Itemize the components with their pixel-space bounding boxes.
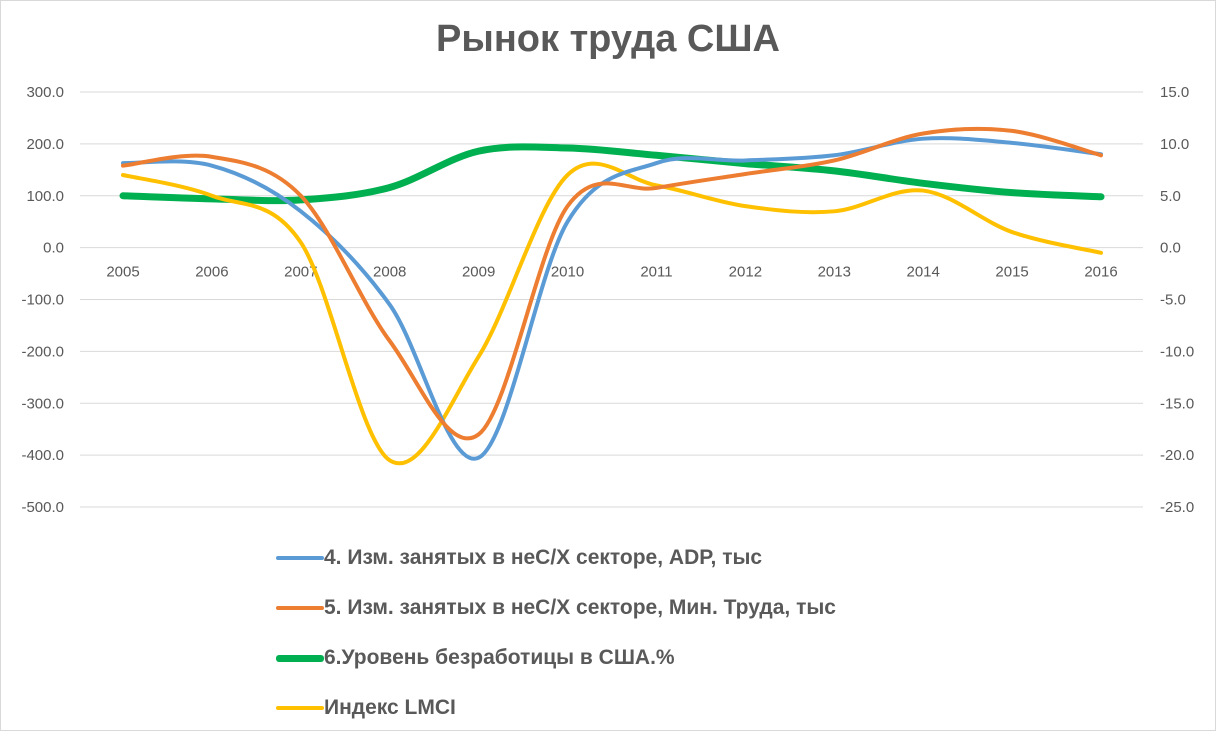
y-right-tick-label: -25.0: [1160, 499, 1194, 516]
series-line-3: [119, 143, 1105, 205]
x-tick-label: 2016: [1084, 264, 1117, 281]
y-right-tick-label: -10.0: [1160, 343, 1194, 360]
legend-item: 5. Изм. занятых в неС/Х секторе, Мин. Тр…: [276, 583, 836, 633]
y-right-tick-label: -5.0: [1160, 292, 1186, 309]
y-left-tick-label: -400.0: [21, 447, 64, 464]
legend-swatch: [276, 606, 324, 610]
legend-label: 4. Изм. занятых в неС/Х секторе, ADP, ты…: [324, 546, 763, 569]
y-left-tick-label: -300.0: [21, 395, 64, 412]
y-left-tick-label: -500.0: [21, 499, 64, 516]
x-tick-label: 2015: [995, 264, 1028, 281]
legend-item: 4. Изм. занятых в неС/Х секторе, ADP, ты…: [276, 533, 836, 583]
y-left-tick-label: -100.0: [21, 292, 64, 309]
legend-label: 5. Изм. занятых в неС/Х секторе, Мин. Тр…: [324, 596, 836, 619]
legend-item: Индекс LMCI: [276, 683, 836, 733]
y-left-tick-label: 300.0: [26, 84, 64, 101]
x-tick-label: 2009: [462, 264, 495, 281]
y-right-tick-label: 10.0: [1160, 136, 1189, 153]
series-line-4: [121, 161, 1103, 466]
legend-label: 6.Уровень безработицы в США.%: [324, 646, 675, 669]
legend-swatch: [276, 556, 324, 560]
y-left-tick-label: 0.0: [43, 240, 64, 257]
x-tick-label: 2005: [106, 264, 139, 281]
x-tick-label: 2008: [373, 264, 406, 281]
x-tick-label: 2011: [640, 264, 672, 281]
x-tick-label: 2006: [195, 264, 228, 281]
series-line-2: [121, 126, 1103, 441]
y-right-tick-label: 5.0: [1160, 188, 1181, 205]
y-left-tick-label: 200.0: [26, 136, 64, 153]
legend-item: 6.Уровень безработицы в США.%: [276, 633, 836, 683]
y-left-tick-label: -200.0: [21, 343, 64, 360]
legend-swatch: [276, 654, 324, 662]
x-tick-label: 2013: [818, 264, 851, 281]
y-right-tick-label: 0.0: [1160, 240, 1181, 257]
x-tick-label: 2012: [729, 264, 762, 281]
x-tick-label: 2010: [551, 264, 584, 281]
chart-title: Рынок труда США: [436, 18, 780, 60]
y-left-tick-label: 100.0: [26, 188, 64, 205]
y-right-tick-label: -15.0: [1160, 395, 1194, 412]
chart-legend: 4. Изм. занятых в неС/Х секторе, ADP, ты…: [276, 533, 836, 733]
x-tick-label: 2007: [284, 264, 317, 281]
legend-label: Индекс LMCI: [324, 696, 456, 719]
legend-swatch: [276, 706, 324, 710]
y-right-tick-label: -20.0: [1160, 447, 1194, 464]
y-right-tick-label: 15.0: [1160, 84, 1189, 101]
x-tick-label: 2014: [906, 264, 939, 281]
series-line-1: [121, 136, 1103, 461]
